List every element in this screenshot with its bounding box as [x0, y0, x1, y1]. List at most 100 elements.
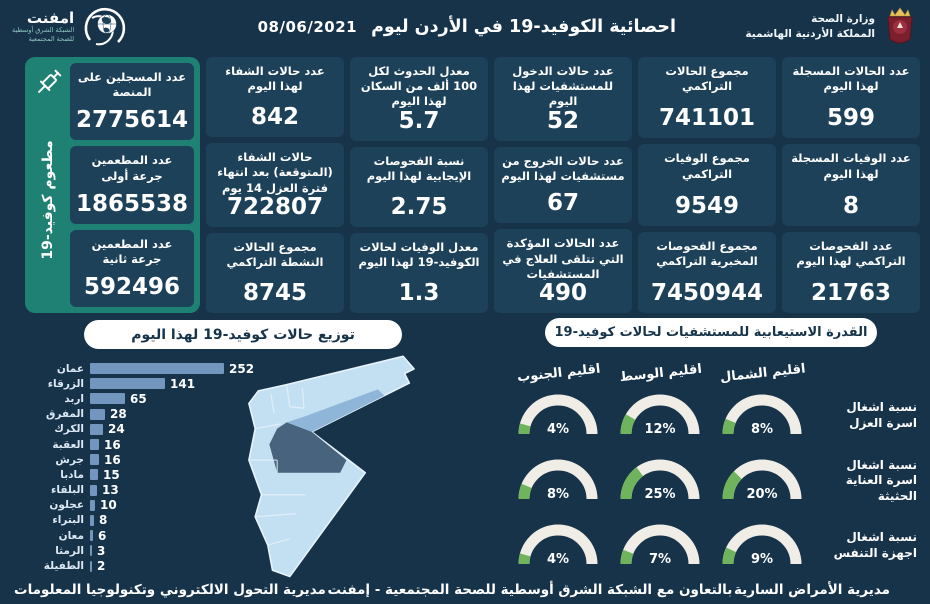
gauge-arc-icon — [518, 394, 598, 435]
bar-value-label: 8 — [99, 513, 108, 528]
gauge: 4% — [512, 388, 604, 440]
bar-chart: عمان 252 الزرقاء 141 اربد 65 المفرق 28 ا… — [12, 361, 322, 574]
bar-category-label: الكرك — [54, 423, 84, 436]
bar-row: البلقاء 13 — [12, 483, 322, 498]
stats-column: عدد الحالات المسجلة لهذا اليوم 599 عدد ا… — [782, 57, 920, 313]
gauge-row-label: نسبة اشغال اجهزة التنفس — [833, 530, 917, 560]
gauge: 8% — [512, 453, 604, 505]
bar-value-label: 13 — [102, 483, 119, 498]
report-date: 08/06/2021 — [257, 18, 358, 36]
stat-card-value: 490 — [539, 280, 588, 306]
stat-card: عدد المطعمين جرعة ثانية 592496 — [69, 229, 194, 307]
stat-card: مجموع الوفيات التراكمي 9549 — [638, 144, 776, 226]
stat-card-label: عدد المطعمين جرعة ثانية — [91, 236, 173, 266]
gauge: 4% — [512, 518, 604, 570]
bar — [90, 484, 97, 496]
stat-card: عدد حالات الشفاء لهذا اليوم 842 — [206, 57, 344, 138]
stat-card: عدد الفحوصات التراكمي لهذا اليوم 21763 — [782, 231, 920, 313]
moh-logo-block: وزارة الصحة المملكة الأردنية الهاشمية — [745, 6, 918, 48]
gauge: 9% — [716, 518, 808, 570]
stat-card-label: مجموع الحالات النشطة التراكمي — [226, 239, 324, 269]
stat-card-label: عدد حالات الشفاء لهذا اليوم — [225, 64, 325, 94]
gauge: 12% — [614, 388, 706, 440]
stat-card-value: 599 — [827, 105, 876, 132]
bar-category-label: الرمثا — [55, 544, 84, 557]
bar — [90, 499, 95, 511]
stat-card: معدل الحدوث لكل 100 ألف من السكان لهذا ا… — [350, 57, 488, 141]
bar-row: الرمثا 3 — [12, 543, 322, 558]
gauge-arc-icon — [722, 459, 802, 500]
bar-value-label: 16 — [104, 452, 121, 467]
header: وزارة الصحة المملكة الأردنية الهاشمية اح… — [0, 0, 930, 54]
stat-card-label: عدد الفحوصات التراكمي لهذا اليوم — [796, 238, 906, 268]
region-header: اقليم الشمال — [719, 361, 807, 386]
stat-card-value: 722807 — [226, 193, 324, 220]
gauge-row-label: نسبة اشغال اسرة العزل — [846, 400, 917, 430]
stat-card-value: 592496 — [83, 273, 180, 300]
vaccine-strip: مطعوم كوفيد-19 — [31, 63, 65, 307]
bar-value-label: 10 — [100, 498, 117, 513]
vaccinated-side-label: مطعوم كوفيد-19 — [39, 139, 56, 260]
stat-card-value: 5.7 — [398, 107, 440, 134]
bar-row: البتراء 8 — [12, 513, 322, 528]
bar-row: عجلون 10 — [12, 498, 322, 513]
bar-category-label: الزرقاء — [47, 377, 84, 390]
stat-card-value: 2775614 — [75, 107, 188, 134]
stat-card: مجموع الحالات التراكمي 741101 — [638, 57, 776, 139]
bar-value-label: 16 — [104, 437, 121, 452]
bar-value-label: 3 — [97, 543, 106, 558]
stat-card: عدد الوفيات المسجلة لهذا اليوم 8 — [782, 144, 920, 226]
bar-value-label: 2 — [97, 559, 106, 574]
vaccine-cards: عدد المسجلين على المنصة 2775614 عدد المط… — [69, 63, 194, 307]
stat-card-value: 9549 — [675, 192, 740, 219]
gauge-value-label: 12% — [644, 422, 676, 437]
bar — [90, 469, 98, 481]
stat-card-value: 2.75 — [390, 193, 448, 220]
bar — [90, 423, 103, 435]
page-title: احصائية الكوفيد-19 في الأردن ليوم — [371, 17, 676, 37]
stat-card-label: معدل الحدوث لكل 100 ألف من السكان لهذا ا… — [360, 64, 478, 109]
vaccine-panel: عدد المسجلين على المنصة 2775614 عدد المط… — [24, 57, 200, 313]
bar-value-label: 28 — [110, 407, 127, 422]
stat-card-label: نسبة الفحوصات الإيجابية لهذا اليوم — [366, 153, 472, 183]
moh-crest-icon — [887, 7, 913, 44]
emphnet-logo-block: امفنت الشبكة الشرق أوسطية للصحة المجتمعي… — [12, 4, 128, 50]
stat-card-label: عدد حالات الخروج من مستشفيات لهذا اليوم — [501, 153, 625, 183]
emphnet-name: امفنت — [26, 8, 75, 27]
region-header: اقليم الجنوب — [516, 361, 602, 386]
bar — [90, 530, 93, 542]
stat-card: عدد المسجلين على المنصة 2775614 — [69, 63, 194, 141]
gauge-value-label: 4% — [546, 422, 570, 437]
bar-row: الطفيلة 2 — [12, 558, 322, 573]
stat-card-label: عدد الحالات المؤكدة التي تتلقى العلاج في… — [502, 236, 624, 281]
bar-category-label: البتراء — [52, 514, 84, 527]
bar-row: المفرق 28 — [12, 407, 322, 422]
stat-card: معدل الوفيات لحالات الكوفيد-19 لهذا اليو… — [350, 232, 488, 314]
bar-row: جرش 16 — [12, 452, 322, 467]
stat-card-value: 52 — [547, 107, 580, 134]
stat-card-label: معدل الوفيات لحالات الكوفيد-19 لهذا اليو… — [358, 239, 480, 269]
bar-row: العقبة 16 — [12, 437, 322, 452]
moh-line2: المملكة الأردنية الهاشمية — [745, 28, 875, 40]
stat-card-label: عدد المسجلين على المنصة — [77, 70, 187, 100]
stat-card-label: حالات الشفاء (المتوقعة) بعد انتهاء فترة … — [217, 150, 333, 195]
bar-value-label: 24 — [108, 422, 125, 437]
footer-right: مديرية الأمراض السارية — [733, 582, 890, 598]
emphnet-sub1: الشبكة الشرق أوسطية — [12, 26, 75, 35]
gauge-value-label: 9% — [750, 552, 774, 567]
map-region-amman — [269, 422, 347, 473]
gauge-value-label: 25% — [644, 487, 676, 502]
stat-card-label: عدد الوفيات المسجلة لهذا اليوم — [791, 151, 911, 181]
jordan-map — [248, 355, 415, 578]
bar — [90, 560, 92, 572]
bar-value-label: 141 — [170, 376, 196, 391]
gauge-arc-icon — [620, 394, 700, 435]
stat-card: مجموع الفحوصات المخبرية التراكمي 7450944 — [638, 231, 776, 313]
bar — [90, 378, 165, 390]
stat-card-value: 8 — [843, 192, 860, 219]
stats-column: معدل الحدوث لكل 100 ألف من السكان لهذا ا… — [350, 57, 488, 314]
gauge-arc-icon — [722, 524, 802, 565]
bar-value-label: 15 — [103, 467, 120, 482]
bar-row: مادبا 15 — [12, 467, 322, 482]
stat-card: حالات الشفاء (المتوقعة) بعد انتهاء فترة … — [206, 143, 344, 227]
